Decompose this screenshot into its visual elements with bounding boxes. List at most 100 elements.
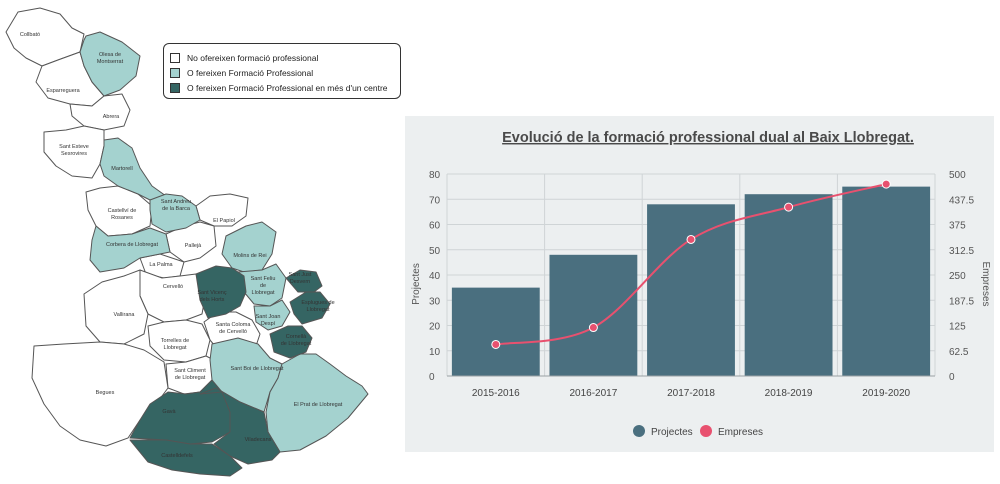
map-label-cervello: Cervelló (163, 284, 183, 290)
bar-projectes (744, 194, 833, 376)
map-label-sant-joan: Sant Joan Despí (256, 314, 281, 327)
map-label-la-palma: La Palma (149, 262, 173, 268)
point-empreses (491, 339, 501, 349)
map-label-begues: Begues (96, 390, 115, 396)
y-tick-label: 40 (429, 271, 441, 282)
y2-tick-label: 125 (949, 322, 966, 333)
map-label-molins: Molins de Rei (233, 253, 266, 259)
map-label-vallirana: Vallirana (114, 312, 136, 318)
bar-projectes (549, 254, 638, 376)
legend-label-projectes: Projectes (651, 427, 693, 438)
legend-item-multi: O fereixen Formació Professional en més … (170, 80, 400, 95)
y2-axis-label: Empreses (980, 261, 991, 306)
y2-tick-label: 437.5 (949, 195, 974, 206)
legend-label-one: O fereixen Formació Professional (187, 67, 314, 78)
map-legend: No ofereixen formació professional O fer… (163, 43, 401, 99)
legend-item-one: O fereixen Formació Professional (170, 65, 400, 80)
municipality-el-prat (265, 353, 369, 453)
y2-tick-label: 0 (949, 372, 955, 383)
map-label-sant-andreu: Sant Andreu de la Barca (161, 199, 191, 212)
municipality-castellvi (85, 185, 153, 237)
map-label-palleja: Pallejà (185, 243, 202, 249)
municipality-abrera (69, 93, 131, 131)
map-label-cornella: Cornellà de Llobregat (281, 334, 312, 347)
municipality-sant-just (253, 299, 291, 331)
point-empreses (881, 179, 891, 189)
municipality-sant-andreu (149, 193, 201, 233)
map-label-torrelles: Torrelles de Llobregat (161, 338, 189, 351)
y2-tick-label: 500 (949, 170, 966, 181)
dual-axis-chart: Evolució de la formació professional dua… (411, 130, 991, 438)
map-label-esplugues: Esplugues de Llobregat (301, 300, 334, 313)
y-tick-label: 30 (429, 296, 441, 307)
y2-tick-label: 187.5 (949, 296, 974, 307)
map-label-corbera: Corbera de Llobregat (106, 242, 158, 248)
map-label-gava: Gavà (162, 409, 176, 415)
map-label-sant-vicenc: Sant Vicenç dels Horts (197, 290, 227, 303)
map-label-sant-esteve: Sant Esteve Sesrovires (59, 144, 89, 157)
municipality-viladecans (199, 387, 281, 465)
point-empreses (588, 323, 598, 333)
y-tick-label: 10 (429, 347, 441, 358)
y2-tick-label: 62.5 (949, 347, 969, 358)
y-tick-label: 60 (429, 221, 441, 232)
municipality-corbera (89, 225, 171, 273)
map-label-castelldefels: Castelldefels (161, 453, 193, 459)
y-axis-label: Projectes (411, 263, 422, 305)
map-label-el-prat: El Prat de Llobregat (294, 402, 343, 408)
y2-tick-label: 375 (949, 221, 966, 232)
municipality-castelldefels (129, 439, 243, 477)
legend-label-none: No ofereixen formació professional (187, 52, 319, 63)
map-label-sant-feliu: Sant Feliu de Llobregat (251, 276, 276, 296)
municipality-olesa (79, 31, 141, 97)
bar-projectes (647, 204, 735, 376)
y2-tick-label: 312.5 (949, 246, 974, 257)
map-label-esparreguera: Esparreguera (46, 88, 80, 94)
map-label-martorell: Martorell (111, 166, 132, 172)
legend-swatch-multi (170, 82, 180, 93)
map-label-sant-just: Sant Just Desvern (289, 272, 312, 285)
map-label-castellvi: Castellví de Rosanes (108, 208, 137, 221)
point-empreses (784, 202, 794, 212)
y-tick-label: 20 (429, 322, 441, 333)
map-label-sant-boi: Sant Boi de Llobregat (231, 366, 284, 372)
map-label-abrera: Abrera (103, 114, 120, 120)
y-tick-label: 70 (429, 195, 441, 206)
map-label-collbato: Collbató (20, 32, 40, 38)
x-tick-label: 2015-2016 (472, 388, 520, 399)
municipality-molins (221, 221, 277, 273)
y-tick-label: 0 (429, 372, 435, 383)
map-label-olesa: Olesa de Montserrat (97, 52, 124, 65)
legend-marker-projectes (633, 425, 645, 437)
chart-panel: Evolució de la formació professional dua… (405, 116, 994, 452)
map-label-sant-climent: Sant Climent de Llobregat (174, 368, 206, 381)
x-tick-label: 2018-2019 (765, 388, 813, 399)
legend-marker-empreses (700, 425, 712, 437)
y-tick-label: 80 (429, 170, 441, 181)
map-label-viladecans: Viladecans (245, 437, 272, 443)
legend-label-empreses: Empreses (718, 427, 763, 438)
municipality-sant-feliu (237, 263, 287, 307)
legend-item-none: No ofereixen formació professional (170, 50, 400, 65)
baix-llobregat-map: Collbató Olesa de Montserrat Esparreguera… (5, 7, 369, 477)
municipality-l-hospitalet (269, 325, 313, 359)
municipality-sant-vicenc (195, 265, 247, 319)
bar-projectes (842, 186, 931, 376)
bar-projectes (451, 287, 540, 376)
legend-swatch-one (170, 67, 180, 78)
municipality-collbato (5, 7, 85, 67)
municipality-el-papiol (195, 193, 249, 227)
municipality-vallirana (83, 269, 149, 345)
chart-title: Evolució de la formació professional dua… (502, 130, 914, 146)
municipality-torrelles (147, 319, 211, 363)
map-label-santa-coloma: Santa Coloma de Cervelló (216, 322, 252, 335)
legend-swatch-none (170, 52, 180, 63)
x-tick-label: 2019-2020 (862, 388, 910, 399)
municipality-cornella (289, 291, 331, 325)
y2-tick-label: 250 (949, 271, 966, 282)
map-label-el-papiol: El Papiol (213, 218, 235, 224)
y-tick-label: 50 (429, 246, 441, 257)
x-tick-label: 2017-2018 (667, 388, 715, 399)
x-tick-label: 2016-2017 (569, 388, 617, 399)
municipality-esplugues (285, 269, 323, 293)
